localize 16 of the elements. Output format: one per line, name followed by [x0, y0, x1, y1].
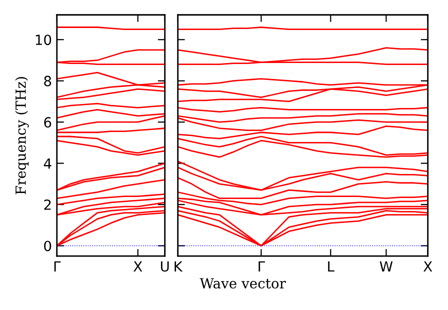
y-tick-label: 2 — [44, 199, 51, 210]
x-tick-label: Γ — [54, 261, 61, 272]
y-tick-label: 4 — [44, 158, 52, 169]
y-tick-label: 10 — [36, 34, 52, 46]
y-tick-label: 0 — [44, 240, 52, 252]
y-axis-title: Frequency (THz) — [15, 77, 29, 194]
x-tick-label: Γ — [258, 261, 265, 272]
x-axis-title: Wave vector — [200, 278, 286, 289]
x-tick-label: L — [328, 261, 334, 272]
x-tick-label: U — [160, 261, 169, 272]
x-tick-label: X — [134, 261, 142, 272]
x-tick-label: X — [424, 261, 432, 272]
y-tick-label: 6 — [44, 117, 52, 128]
x-tick-label: W — [380, 261, 393, 272]
x-tick-label: K — [174, 261, 183, 272]
y-tick-label: 8 — [44, 76, 52, 86]
